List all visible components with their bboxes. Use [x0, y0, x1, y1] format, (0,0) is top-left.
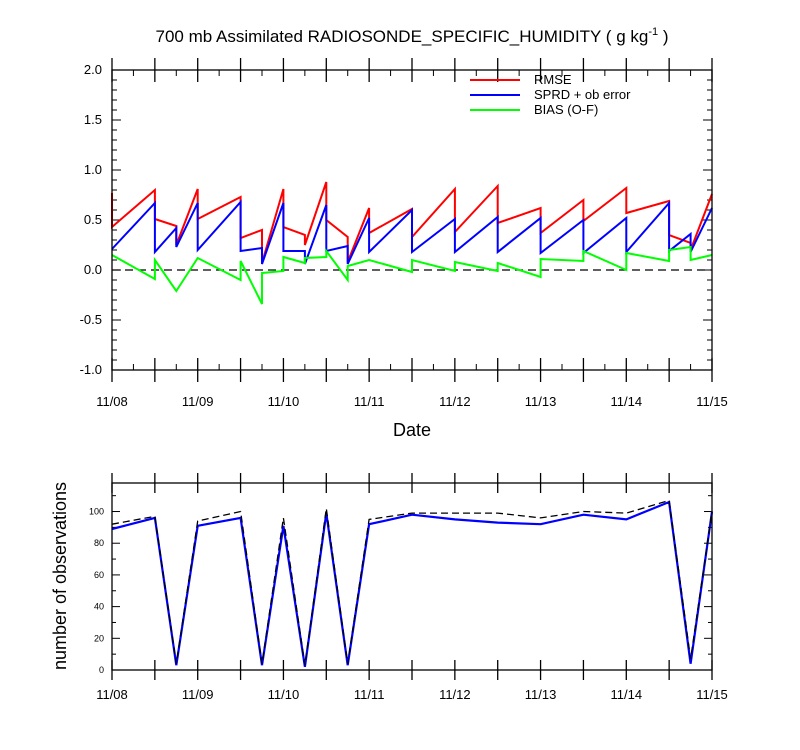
chart-title-end: )	[658, 27, 668, 46]
series-line-possible-obs	[111, 499, 713, 666]
y-tick-label: 80	[94, 538, 104, 548]
chart-title-main: 700 mb Assimilated RADIOSONDE_SPECIFIC_H…	[156, 27, 649, 46]
y-tick-label: 40	[94, 602, 104, 612]
x-tick-label: 11/11	[354, 687, 385, 702]
x-tick-label: 11/08	[96, 687, 128, 702]
y-tick-label: -1.0	[80, 362, 102, 377]
y-tick-label: 2.0	[84, 62, 102, 77]
chart-title: 700 mb Assimilated RADIOSONDE_SPECIFIC_H…	[156, 26, 669, 46]
x-tick-label: 11/14	[610, 394, 642, 409]
x-tick-label: 11/15	[696, 394, 728, 409]
x-axis-title: Date	[393, 420, 431, 440]
x-tick-label: 11/11	[354, 394, 385, 409]
x-tick-label: 11/12	[439, 394, 471, 409]
plot-frame	[111, 69, 713, 371]
y-tick-label: 60	[94, 570, 104, 580]
top-plot: 2.0 1.5 1.0 0.5 0.0 -0.5 -1.0 11/08 11/09 11/10 11…	[80, 58, 728, 409]
x-tick-label: 11/09	[182, 394, 214, 409]
chart-title-exponent: -1	[648, 26, 658, 38]
y-tick-label: 100	[89, 507, 104, 517]
y-tick-label: 0.5	[84, 212, 102, 227]
x-tick-label: 11/15	[696, 687, 728, 702]
x-tick-label: 11/12	[439, 687, 471, 702]
x-tick-label: 11/08	[96, 394, 128, 409]
series-line-bias-o-f-	[111, 245, 713, 305]
y-tick-label: 1.5	[84, 112, 102, 127]
plot-frame	[111, 482, 713, 671]
legend-label: RMSE	[534, 72, 572, 87]
legend-label: BIAS (O-F)	[534, 102, 598, 117]
series-line-assimilated-obs	[111, 500, 714, 667]
x-tick-label: 11/13	[525, 394, 557, 409]
x-tick-label: 11/10	[268, 687, 300, 702]
bottom-plot: 100 80 60 40 20 0 11/08 11/09 11/10 11/11 11/12 11/…	[89, 473, 728, 702]
legend-label: SPRD + ob error	[534, 87, 631, 102]
series-line-sprd-ob-error	[111, 199, 713, 265]
x-tick-label: 11/13	[525, 687, 557, 702]
y-tick-label: 0	[99, 665, 104, 675]
y-tick-label: 20	[94, 633, 104, 643]
x-tick-label: 11/10	[268, 394, 300, 409]
y-axis-title-observations: number of observations	[50, 482, 70, 670]
y-tick-label: -0.5	[80, 312, 102, 327]
y-tick-label: 1.0	[84, 162, 102, 177]
x-tick-label: 11/09	[182, 687, 214, 702]
x-tick-label: 11/14	[610, 687, 642, 702]
y-tick-label: 0.0	[84, 262, 102, 277]
